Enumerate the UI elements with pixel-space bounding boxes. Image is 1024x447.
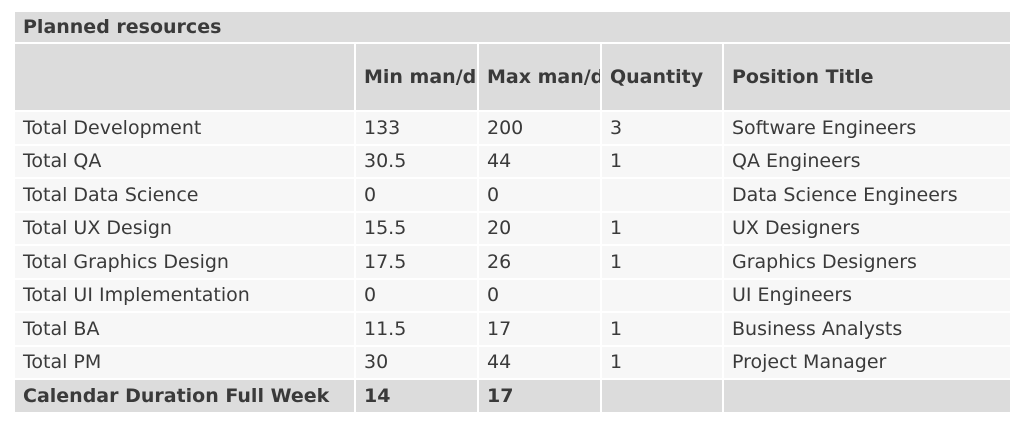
planned-resources-table: Planned resources Min man/days Max man/d… bbox=[12, 10, 1013, 414]
max-man-days-cell: 17 bbox=[477, 311, 602, 347]
header-cell-position-title: Position Title bbox=[721, 42, 1013, 112]
position-title-cell: QA Engineers bbox=[721, 143, 1013, 179]
position-title-cell: Data Science Engineers bbox=[721, 177, 1013, 213]
quantity-cell: 1 bbox=[600, 344, 724, 380]
table-header-row: Min man/days Max man/days Quantity Posit… bbox=[13, 42, 1013, 112]
footer-max-man-days: 17 bbox=[477, 378, 602, 414]
header-cell-max-man-days: Max man/days bbox=[477, 42, 602, 112]
row-label: Total PM bbox=[13, 344, 356, 380]
quantity-cell bbox=[600, 277, 724, 313]
min-man-days-cell: 30 bbox=[354, 344, 479, 380]
footer-position-title bbox=[721, 378, 1013, 414]
row-label: Total UX Design bbox=[13, 210, 356, 246]
position-title-cell: Graphics Designers bbox=[721, 244, 1013, 280]
quantity-cell: 1 bbox=[600, 244, 724, 280]
min-man-days-cell: 17.5 bbox=[354, 244, 479, 280]
max-man-days-cell: 0 bbox=[477, 277, 602, 313]
quantity-cell: 1 bbox=[600, 143, 724, 179]
table-footer-row: Calendar Duration Full Week 14 17 bbox=[13, 378, 1013, 414]
row-label: Total Graphics Design bbox=[13, 244, 356, 280]
quantity-cell: 1 bbox=[600, 311, 724, 347]
max-man-days-cell: 44 bbox=[477, 344, 602, 380]
table-row: Total UI Implementation 0 0 UI Engineers bbox=[13, 277, 1013, 313]
table-row: Total PM 30 44 1 Project Manager bbox=[13, 344, 1013, 380]
max-man-days-cell: 44 bbox=[477, 143, 602, 179]
header-cell-min-man-days: Min man/days bbox=[354, 42, 479, 112]
table-row: Total Data Science 0 0 Data Science Engi… bbox=[13, 177, 1013, 213]
table-row: Total Graphics Design 17.5 26 1 Graphics… bbox=[13, 244, 1013, 280]
max-man-days-cell: 200 bbox=[477, 110, 602, 146]
row-label: Total Data Science bbox=[13, 177, 356, 213]
max-man-days-cell: 26 bbox=[477, 244, 602, 280]
quantity-cell bbox=[600, 177, 724, 213]
quantity-cell: 1 bbox=[600, 210, 724, 246]
table-title-row: Planned resources bbox=[12, 10, 1013, 44]
table-row: Total UX Design 15.5 20 1 UX Designers bbox=[13, 210, 1013, 246]
footer-label: Calendar Duration Full Week bbox=[13, 378, 356, 414]
header-cell-quantity: Quantity bbox=[600, 42, 724, 112]
row-label: Total BA bbox=[13, 311, 356, 347]
row-label: Total UI Implementation bbox=[13, 277, 356, 313]
header-cell bbox=[13, 42, 356, 112]
position-title-cell: UI Engineers bbox=[721, 277, 1013, 313]
row-label: Total QA bbox=[13, 143, 356, 179]
min-man-days-cell: 30.5 bbox=[354, 143, 479, 179]
min-man-days-cell: 0 bbox=[354, 177, 479, 213]
table-row: Total BA 11.5 17 1 Business Analysts bbox=[13, 311, 1013, 347]
min-man-days-cell: 0 bbox=[354, 277, 479, 313]
position-title-cell: Project Manager bbox=[721, 344, 1013, 380]
table-row: Total Development 133 200 3 Software Eng… bbox=[13, 110, 1013, 146]
position-title-cell: Software Engineers bbox=[721, 110, 1013, 146]
row-label: Total Development bbox=[13, 110, 356, 146]
position-title-cell: Business Analysts bbox=[721, 311, 1013, 347]
min-man-days-cell: 11.5 bbox=[354, 311, 479, 347]
quantity-cell: 3 bbox=[600, 110, 724, 146]
footer-quantity bbox=[600, 378, 724, 414]
max-man-days-cell: 0 bbox=[477, 177, 602, 213]
table-row: Total QA 30.5 44 1 QA Engineers bbox=[13, 143, 1013, 179]
max-man-days-cell: 20 bbox=[477, 210, 602, 246]
footer-min-man-days: 14 bbox=[354, 378, 479, 414]
table-title: Planned resources bbox=[12, 10, 1013, 44]
min-man-days-cell: 133 bbox=[354, 110, 479, 146]
min-man-days-cell: 15.5 bbox=[354, 210, 479, 246]
position-title-cell: UX Designers bbox=[721, 210, 1013, 246]
